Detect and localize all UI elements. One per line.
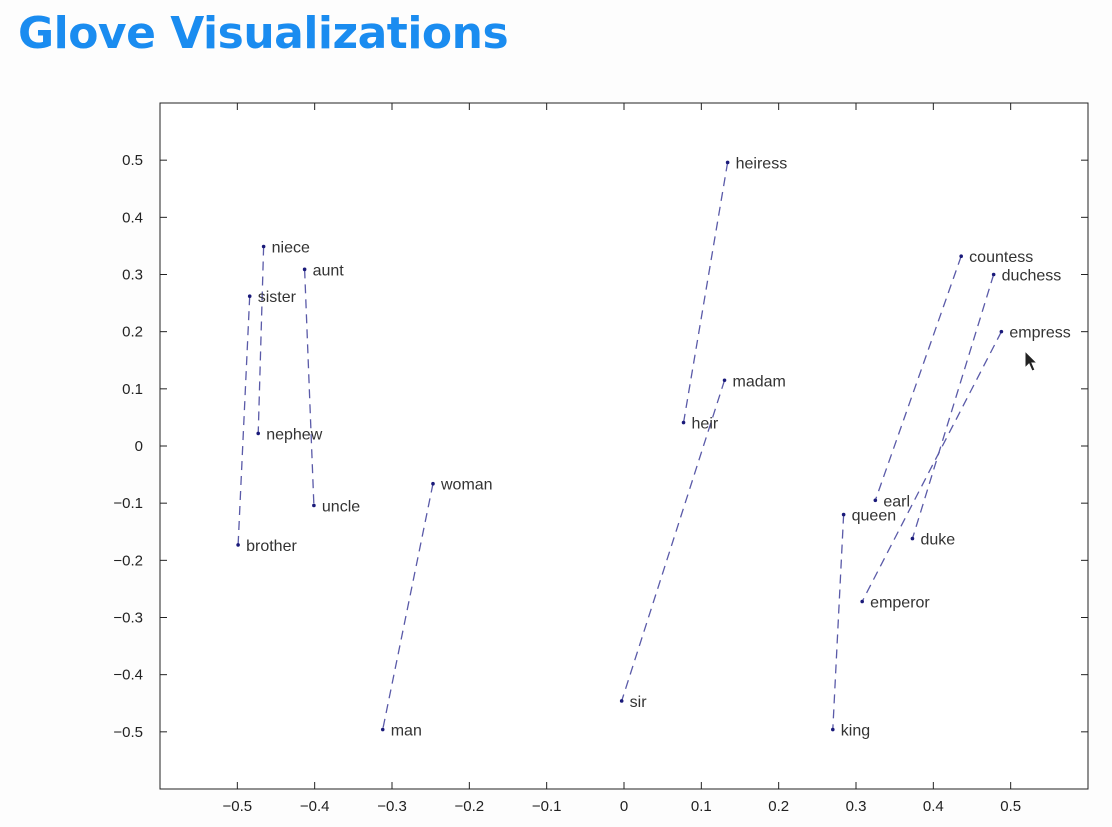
- data-point: [302, 267, 307, 272]
- data-point: [256, 431, 261, 436]
- data-point: [991, 272, 996, 277]
- x-tick-label: −0.3: [377, 798, 407, 815]
- point-label: king: [841, 723, 870, 740]
- point-duchess: duchess: [991, 268, 1062, 285]
- x-tick-label: 0.3: [846, 798, 867, 815]
- point-label: duchess: [1002, 268, 1062, 285]
- point-label: emperor: [870, 594, 930, 611]
- data-point: [261, 244, 266, 249]
- y-tick-label: 0: [135, 438, 143, 455]
- point-label: sir: [630, 694, 648, 711]
- x-tick-label: −0.4: [300, 798, 330, 815]
- point-queen: queen: [841, 508, 897, 525]
- data-point: [725, 160, 730, 165]
- point-label: woman: [440, 477, 493, 494]
- y-tick-label: −0.3: [113, 610, 143, 627]
- point-sister: sister: [247, 289, 297, 306]
- point-woman: woman: [431, 477, 493, 494]
- pair-line-countess-earl: [874, 255, 962, 501]
- data-point: [831, 727, 835, 732]
- point-heir: heir: [681, 416, 719, 433]
- point-label: sister: [258, 289, 297, 306]
- point-king: king: [831, 723, 870, 740]
- x-tick-label: −0.1: [532, 798, 562, 815]
- data-point: [619, 699, 624, 703]
- x-tick-label: 0.2: [768, 798, 789, 815]
- data-point: [841, 512, 846, 517]
- point-label: nephew: [266, 426, 322, 443]
- pair-line-sister-brother: [237, 296, 251, 545]
- pair-line-niece-nephew: [257, 246, 265, 434]
- x-tick-label: −0.2: [455, 798, 485, 815]
- point-earl: earl: [873, 493, 910, 510]
- data-point: [860, 599, 864, 604]
- data-point: [722, 378, 727, 383]
- point-label: man: [391, 723, 422, 740]
- point-sir: sir: [619, 694, 648, 711]
- point-countess: countess: [959, 249, 1033, 266]
- point-aunt: aunt: [302, 262, 345, 279]
- y-tick-label: −0.4: [113, 667, 143, 684]
- y-tick-label: 0.1: [122, 381, 143, 398]
- y-tick-label: 0.4: [122, 209, 143, 226]
- data-point: [681, 420, 686, 425]
- data-point: [959, 254, 963, 259]
- point-label: earl: [883, 493, 910, 510]
- point-label: aunt: [313, 262, 345, 279]
- x-tick-label: −0.5: [223, 798, 253, 815]
- point-heiress: heiress: [725, 155, 788, 172]
- data-point: [247, 294, 252, 299]
- point-label: heiress: [736, 155, 788, 172]
- point-label: heir: [692, 416, 719, 433]
- point-label: empress: [1009, 325, 1070, 342]
- point-niece: niece: [261, 239, 310, 256]
- point-empress: empress: [999, 325, 1071, 342]
- point-label: madam: [733, 373, 786, 390]
- y-tick-label: −0.5: [113, 724, 143, 741]
- y-tick-label: 0.3: [122, 267, 143, 284]
- pair-line-empress-emperor: [861, 331, 1002, 602]
- pair-line-aunt-uncle: [303, 269, 315, 506]
- x-tick-label: 0.4: [923, 798, 944, 815]
- data-point: [910, 536, 915, 541]
- y-tick-label: 0.5: [122, 152, 143, 169]
- data-point: [236, 543, 240, 547]
- data-point: [431, 481, 435, 486]
- data-point: [380, 727, 385, 732]
- point-uncle: uncle: [312, 498, 360, 515]
- point-label: uncle: [322, 498, 360, 515]
- point-label: queen: [852, 508, 897, 525]
- point-madam: madam: [722, 373, 786, 390]
- point-man: man: [380, 723, 422, 740]
- y-tick-label: −0.1: [113, 495, 143, 512]
- point-duke: duke: [910, 532, 955, 549]
- pair-line-queen-king: [832, 514, 845, 730]
- slide-title: Glove Visualizations: [18, 8, 509, 59]
- point-brother: brother: [236, 538, 297, 555]
- mouse-cursor-icon: [1024, 350, 1039, 372]
- point-label: duke: [920, 532, 955, 549]
- point-nephew: nephew: [256, 426, 323, 443]
- point-emperor: emperor: [860, 594, 930, 611]
- point-label: brother: [246, 538, 297, 555]
- pair-line-duchess-duke: [911, 274, 995, 539]
- data-point: [999, 329, 1004, 334]
- data-point: [312, 503, 316, 508]
- point-label: niece: [272, 239, 310, 256]
- x-tick-label: 0: [620, 798, 628, 815]
- data-point: [873, 498, 878, 503]
- x-tick-label: 0.5: [1000, 798, 1021, 815]
- y-tick-label: −0.2: [113, 552, 143, 569]
- point-label: countess: [969, 249, 1033, 266]
- plot-frame: [159, 102, 1089, 790]
- x-tick-label: 0.1: [691, 798, 712, 815]
- pair-line-madam-sir: [621, 380, 726, 702]
- pair-line-woman-man: [382, 483, 434, 730]
- y-tick-label: 0.2: [122, 324, 143, 341]
